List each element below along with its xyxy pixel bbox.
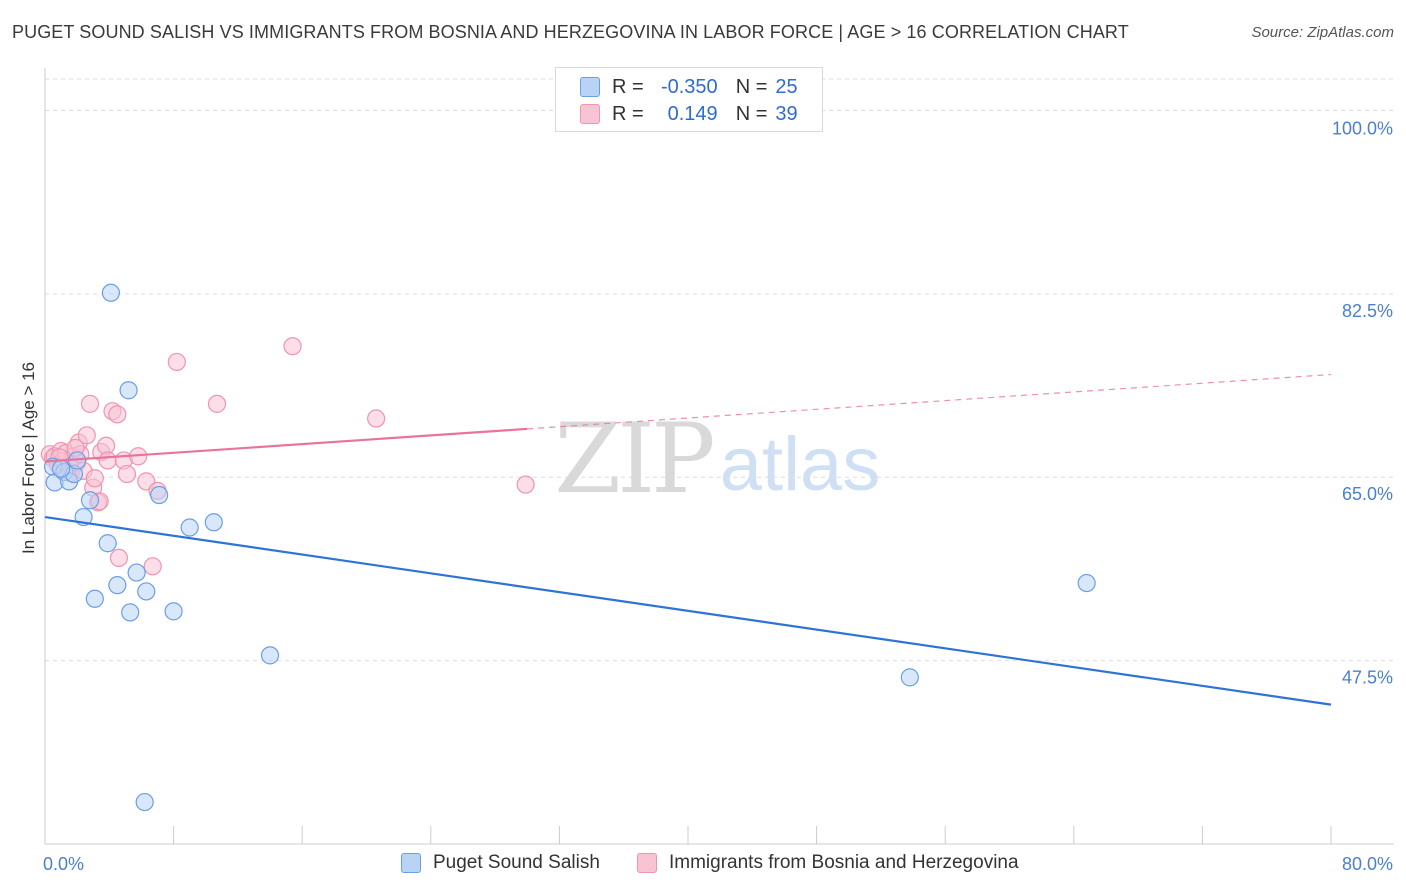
legend-label-immigrants: Immigrants from Bosnia and Herzegovina — [669, 852, 1019, 873]
point-immigrants — [207, 394, 227, 413]
legend-swatch-pink — [580, 104, 600, 124]
point-immigrants — [167, 352, 186, 372]
trend-lines — [44, 373, 1332, 706]
tick-labels: 47.5% 65.0% 82.5% 100.0% 0.0% 80.0% — [43, 118, 1393, 874]
point-puget — [204, 513, 223, 532]
correlation-legend: R = -0.350 N = 25 R = 0.149 N = 39 — [555, 67, 823, 132]
point-puget — [260, 646, 280, 665]
point-immigrants — [367, 409, 386, 428]
point-immigrants — [98, 451, 117, 470]
legend-r-label: R = — [612, 75, 644, 98]
y-tick-label: 100.0% — [1332, 118, 1393, 138]
axes — [44, 68, 1394, 845]
point-puget — [137, 582, 156, 601]
point-immigrants — [117, 464, 137, 484]
y-tick-label: 65.0% — [1342, 484, 1393, 504]
grid-lines — [45, 78, 1394, 662]
point-puget — [1077, 573, 1096, 593]
chart-title: PUGET SOUND SALISH VS IMMIGRANTS FROM BO… — [12, 22, 1129, 42]
point-immigrants — [77, 426, 96, 445]
legend-r-label: R = — [612, 102, 644, 125]
y-tick-label: 47.5% — [1342, 668, 1393, 688]
legend-label-puget: Puget Sound Salish — [433, 852, 600, 873]
trend-line-solid — [44, 427, 528, 463]
point-puget — [119, 381, 138, 400]
point-puget — [98, 534, 117, 553]
y-tick-label: 82.5% — [1342, 301, 1393, 321]
chart-source: Source: ZipAtlas.com — [1251, 24, 1394, 41]
x-tick-label: 0.0% — [43, 854, 84, 874]
trend-line-dashed — [527, 373, 1332, 430]
point-puget — [164, 602, 183, 621]
legend-r-value: 0.149 — [667, 102, 718, 125]
point-puget — [51, 459, 71, 478]
legend-n-label: N = — [735, 75, 768, 98]
point-immigrants — [109, 548, 129, 568]
legend-swatch-blue — [580, 77, 600, 97]
watermark: ZIP atlas — [554, 403, 880, 515]
legend-n-label: N = — [735, 102, 768, 125]
legend-r-value: -0.350 — [660, 75, 718, 98]
point-puget — [180, 518, 199, 537]
point-puget — [900, 668, 919, 687]
series-puget-points — [43, 283, 1096, 812]
point-puget — [101, 283, 121, 302]
x-tick-label: 80.0% — [1342, 854, 1393, 874]
legend-row-puget: R = -0.350 N = 25 — [580, 74, 798, 100]
point-puget — [127, 563, 146, 582]
series-legend: Puget Sound Salish Immigrants from Bosni… — [0, 852, 1406, 878]
legend-item-immigrants: Immigrants from Bosnia and Herzegovina — [637, 852, 1019, 874]
point-puget — [85, 589, 104, 608]
point-immigrants — [283, 337, 302, 356]
y-axis-title: In Labor Force | Age > 16 — [19, 362, 38, 554]
point-immigrants — [80, 394, 100, 413]
trend-line-solid — [44, 515, 1332, 706]
legend-swatch-blue — [401, 853, 421, 873]
point-puget — [135, 792, 154, 812]
legend-n-value: 39 — [775, 102, 798, 125]
watermark-atlas: atlas — [720, 422, 881, 507]
point-immigrants — [85, 469, 104, 488]
point-puget — [108, 576, 127, 595]
point-puget — [80, 491, 100, 510]
point-immigrants — [143, 557, 162, 576]
watermark-zip: ZIP — [554, 403, 713, 515]
point-puget — [121, 603, 140, 622]
point-immigrants — [108, 405, 127, 424]
legend-row-immigrants: R = 0.149 N = 39 — [580, 101, 798, 127]
legend-item-puget: Puget Sound Salish — [401, 852, 600, 874]
legend-swatch-pink — [637, 853, 657, 873]
point-immigrants — [516, 475, 535, 494]
point-puget — [150, 485, 169, 505]
legend-n-value: 25 — [775, 75, 798, 98]
